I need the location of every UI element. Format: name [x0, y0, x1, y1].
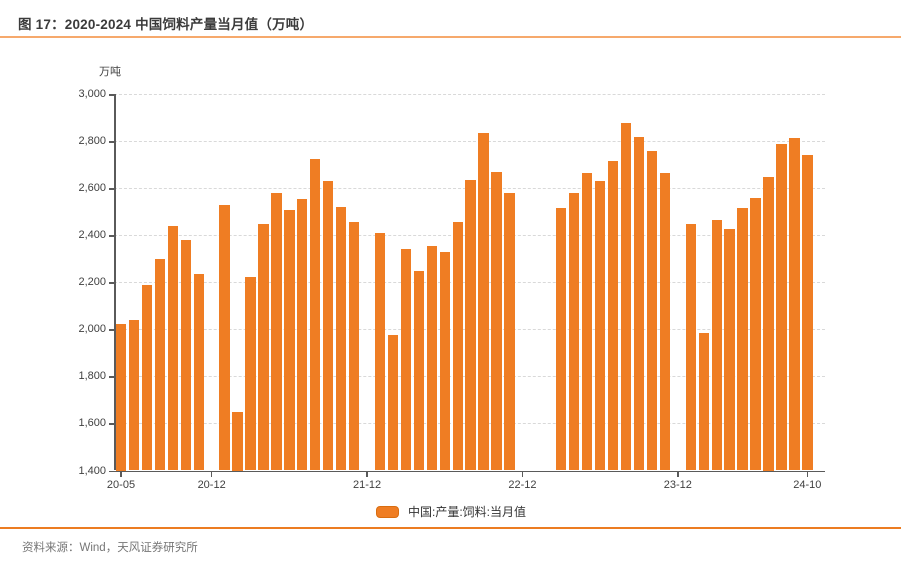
bar — [387, 335, 399, 471]
bar — [323, 181, 334, 471]
bar — [452, 222, 463, 471]
bar — [711, 220, 722, 471]
x-axis-tick — [210, 472, 213, 477]
y-axis-label: 2,800 — [78, 135, 106, 148]
legend-swatch — [376, 505, 399, 518]
bar — [607, 161, 619, 471]
y-axis-unit-label: 万吨 — [99, 66, 121, 78]
bar — [115, 323, 127, 471]
bar — [245, 276, 256, 471]
y-axis-line — [114, 94, 116, 471]
bar — [400, 249, 412, 471]
y-axis-tick — [109, 282, 114, 284]
y-axis-tick — [109, 235, 114, 237]
bar — [504, 193, 515, 471]
y-axis-label: 2,400 — [78, 229, 106, 242]
y-axis-label: 1,600 — [78, 417, 106, 430]
bar — [763, 176, 774, 471]
bar — [310, 158, 321, 471]
gridline — [114, 94, 825, 96]
bar — [167, 225, 178, 471]
y-axis-label: 1,800 — [78, 370, 106, 383]
legend: 中国:产量:饲料:当月值 — [376, 503, 526, 520]
bar — [582, 173, 593, 471]
y-axis-tick — [109, 423, 114, 425]
x-axis-line — [114, 470, 825, 472]
bar — [413, 270, 425, 471]
x-axis-label: 23-12 — [663, 478, 692, 491]
bar — [180, 240, 191, 471]
bar — [193, 274, 204, 471]
y-axis-tick — [109, 470, 114, 472]
bar — [491, 171, 502, 471]
bar — [271, 193, 282, 471]
y-axis-tick — [109, 329, 114, 331]
x-axis-tick — [521, 472, 524, 477]
bar — [724, 229, 735, 471]
bar — [646, 150, 658, 471]
bar — [465, 180, 476, 471]
bar — [348, 222, 360, 471]
footer-rule — [0, 527, 901, 529]
y-axis-tick — [109, 188, 114, 190]
bar — [297, 198, 308, 471]
bar — [750, 197, 761, 471]
bar — [737, 208, 748, 471]
bar — [685, 223, 696, 471]
bar — [556, 208, 567, 471]
x-axis-label: 22-12 — [508, 478, 537, 491]
bar — [478, 133, 489, 471]
bar — [154, 258, 166, 471]
bar — [776, 143, 787, 471]
y-axis-label: 1,400 — [78, 464, 106, 477]
bar — [219, 204, 230, 471]
gridline — [114, 141, 825, 143]
bar — [128, 320, 140, 471]
bar — [374, 233, 386, 471]
y-axis-label: 2,200 — [78, 276, 106, 289]
page-title: 图 17：2020-2024 中国饲料产量当月值（万吨） — [18, 17, 314, 32]
y-axis-tick — [109, 94, 114, 96]
bar — [659, 173, 671, 471]
x-axis-label: 21-12 — [352, 478, 382, 491]
bar — [426, 245, 437, 471]
source-text: 资料来源：Wind，天风证券研究所 — [22, 542, 198, 554]
bar — [620, 122, 632, 471]
x-axis-tick — [677, 472, 679, 477]
bar — [633, 136, 645, 471]
title-rule — [0, 36, 901, 38]
x-axis-tick — [120, 472, 122, 477]
bar — [698, 332, 709, 471]
bar — [789, 137, 800, 471]
x-axis-label: 20-12 — [197, 478, 226, 491]
legend-label: 中国:产量:饲料:当月值 — [408, 505, 527, 519]
y-axis-label: 2,000 — [78, 323, 106, 336]
x-axis-label: 24-10 — [793, 478, 822, 491]
bar — [232, 411, 243, 471]
bar — [802, 155, 813, 471]
y-axis-tick — [109, 141, 114, 143]
x-axis-tick — [806, 472, 809, 477]
bar — [439, 251, 450, 471]
bar — [569, 193, 580, 471]
x-axis-tick — [366, 472, 368, 477]
x-axis-label: 20-05 — [106, 478, 136, 491]
bar — [594, 181, 606, 471]
bar — [284, 209, 295, 471]
bar — [335, 207, 347, 471]
bar — [141, 284, 153, 471]
y-axis-tick — [109, 376, 114, 378]
y-axis-label: 2,600 — [78, 182, 106, 195]
y-axis-label: 3,000 — [78, 88, 106, 101]
bar — [258, 223, 269, 471]
